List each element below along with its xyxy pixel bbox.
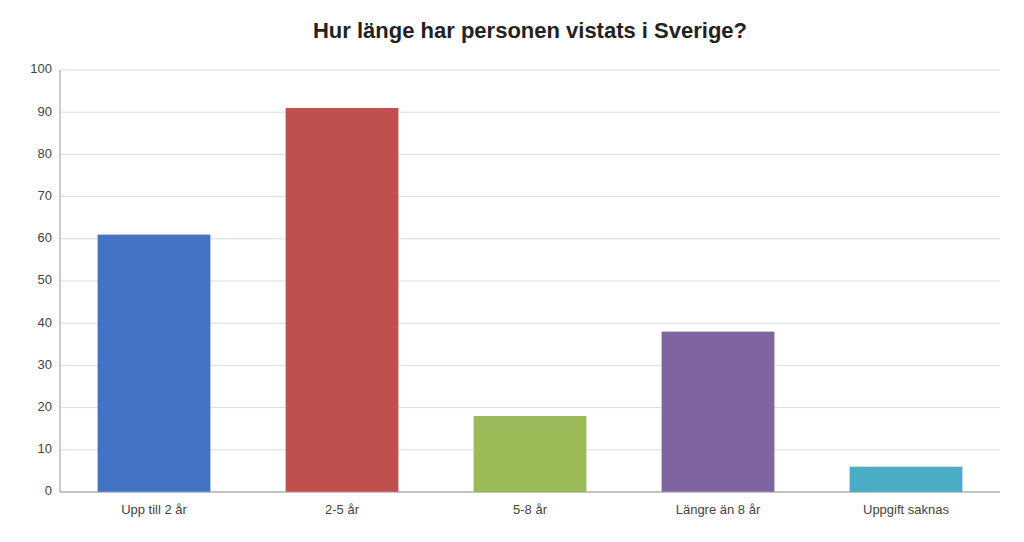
y-axis-line (60, 70, 61, 492)
y-tick-label: 40 (38, 315, 52, 330)
grid-line (60, 492, 1000, 493)
x-axis: Upp till 2 år 2-5 år 5-8 år Längre än 8 år U… (121, 502, 949, 517)
chart-container: Hur länge har personen vistats i Sverige… (0, 0, 1024, 542)
x-tick-label: Längre än 8 år (676, 502, 761, 517)
y-tick-label: 50 (38, 272, 52, 287)
y-tick-label: 70 (38, 188, 52, 203)
y-tick-label: 80 (38, 146, 52, 161)
bar (474, 416, 587, 492)
y-tick-label: 10 (38, 441, 52, 456)
x-axis-line (60, 492, 1000, 493)
grid-line (60, 196, 1000, 197)
bar (98, 235, 211, 492)
grid-line (60, 154, 1000, 155)
page: {"chart_data": {"type": "bar", "title": … (0, 0, 1024, 542)
y-tick-label: 60 (38, 230, 52, 245)
x-tick-label: 5-8 år (513, 502, 548, 517)
y-tick-label: 30 (38, 357, 52, 372)
x-tick-label: Upp till 2 år (121, 502, 187, 517)
y-tick-label: 90 (38, 104, 52, 119)
grid (60, 70, 1000, 492)
y-tick-label: 100 (30, 61, 52, 76)
x-tick-label: 2-5 år (325, 502, 360, 517)
grid-line (60, 112, 1000, 113)
bars (98, 108, 963, 492)
y-tick-label: 0 (45, 483, 52, 498)
bar (662, 332, 775, 492)
chart-svg: Hur länge har personen vistats i Sverige… (0, 0, 1024, 542)
y-tick-label: 20 (38, 399, 52, 414)
bar (850, 467, 963, 492)
bar (286, 108, 399, 492)
x-tick-label: Uppgift saknas (863, 502, 949, 517)
grid-line (60, 70, 1000, 71)
chart-title: Hur länge har personen vistats i Sverige… (313, 18, 747, 43)
y-axis: 0 10 20 30 40 50 60 70 80 90 100 (30, 61, 52, 498)
